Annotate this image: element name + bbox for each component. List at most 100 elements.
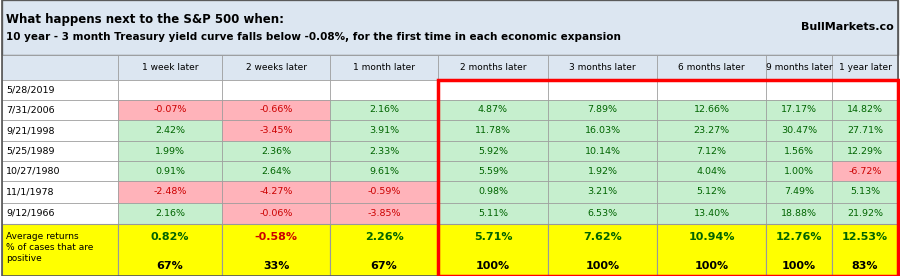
Bar	[766, 161, 832, 181]
Bar	[330, 203, 438, 224]
Bar	[548, 120, 657, 141]
Text: 4.04%: 4.04%	[697, 166, 726, 176]
Bar	[222, 203, 330, 224]
Bar	[832, 181, 898, 203]
Bar	[330, 181, 438, 203]
Bar	[2, 0, 898, 55]
Text: 11/1/1978: 11/1/1978	[6, 187, 55, 197]
Bar	[832, 224, 898, 276]
Bar	[438, 141, 548, 161]
Text: 100%: 100%	[782, 261, 816, 271]
Bar	[766, 120, 832, 141]
Text: 100%: 100%	[476, 261, 510, 271]
Bar	[330, 120, 438, 141]
Text: 3 months later: 3 months later	[569, 63, 635, 72]
Bar	[548, 203, 657, 224]
Text: 0.98%: 0.98%	[478, 187, 508, 197]
Text: 10.94%: 10.94%	[688, 232, 734, 242]
Bar	[766, 55, 832, 80]
Text: 9.61%: 9.61%	[369, 166, 399, 176]
Text: 33%: 33%	[263, 261, 289, 271]
Bar	[2, 100, 118, 120]
Bar	[438, 120, 548, 141]
Bar	[2, 141, 118, 161]
Bar	[438, 80, 548, 100]
Text: 12.53%: 12.53%	[842, 232, 888, 242]
Text: 100%: 100%	[695, 261, 729, 271]
Text: 9/12/1966: 9/12/1966	[6, 209, 55, 218]
Bar	[438, 181, 548, 203]
Bar	[548, 80, 657, 100]
Text: 0.91%: 0.91%	[155, 166, 185, 176]
Text: 10 year - 3 month Treasury yield curve falls below -0.08%, for the first time in: 10 year - 3 month Treasury yield curve f…	[6, 31, 621, 41]
Bar	[548, 161, 657, 181]
Text: Average returns: Average returns	[6, 232, 78, 241]
Bar	[2, 80, 118, 100]
Text: -2.48%: -2.48%	[153, 187, 186, 197]
Bar	[118, 80, 222, 100]
Bar	[766, 203, 832, 224]
Text: 2.33%: 2.33%	[369, 147, 399, 155]
Bar	[330, 141, 438, 161]
Text: 67%: 67%	[157, 261, 184, 271]
Bar	[657, 141, 766, 161]
Bar	[222, 161, 330, 181]
Bar	[548, 55, 657, 80]
Text: 5.13%: 5.13%	[850, 187, 880, 197]
Bar	[832, 80, 898, 100]
Bar	[2, 203, 118, 224]
Text: 3.91%: 3.91%	[369, 126, 399, 135]
Text: 7.89%: 7.89%	[588, 105, 617, 115]
Text: 30.47%: 30.47%	[781, 126, 817, 135]
Text: 6 months later: 6 months later	[679, 63, 745, 72]
Text: -0.07%: -0.07%	[153, 105, 186, 115]
Bar	[548, 224, 657, 276]
Text: 14.82%: 14.82%	[847, 105, 883, 115]
Bar	[657, 161, 766, 181]
Text: 5.11%: 5.11%	[478, 209, 508, 218]
Bar	[438, 161, 548, 181]
Bar	[118, 55, 222, 80]
Bar	[438, 80, 898, 276]
Text: 1.56%: 1.56%	[784, 147, 814, 155]
Bar	[2, 224, 118, 276]
Bar	[118, 100, 222, 120]
Bar	[766, 80, 832, 100]
Text: 10.14%: 10.14%	[584, 147, 620, 155]
Text: 9/21/1998: 9/21/1998	[6, 126, 55, 135]
Bar	[832, 141, 898, 161]
Bar	[548, 141, 657, 161]
Bar	[657, 203, 766, 224]
Bar	[330, 224, 438, 276]
Text: 9 months later: 9 months later	[766, 63, 832, 72]
Bar	[330, 55, 438, 80]
Text: 100%: 100%	[585, 261, 619, 271]
Text: 5.71%: 5.71%	[473, 232, 512, 242]
Text: 1.99%: 1.99%	[155, 147, 185, 155]
Text: -3.85%: -3.85%	[367, 209, 400, 218]
Bar	[2, 181, 118, 203]
Text: 5/25/1989: 5/25/1989	[6, 147, 55, 155]
Text: 1 month later: 1 month later	[353, 63, 415, 72]
Bar	[832, 55, 898, 80]
Text: -0.59%: -0.59%	[367, 187, 400, 197]
Text: 2 months later: 2 months later	[460, 63, 526, 72]
Bar	[222, 100, 330, 120]
Bar	[330, 161, 438, 181]
Bar	[2, 161, 118, 181]
Text: 2.36%: 2.36%	[261, 147, 291, 155]
Text: 2.16%: 2.16%	[155, 209, 185, 218]
Bar	[2, 55, 118, 80]
Text: 3.21%: 3.21%	[588, 187, 617, 197]
Text: 83%: 83%	[851, 261, 878, 271]
Bar	[330, 100, 438, 120]
Bar	[438, 55, 548, 80]
Text: 5.92%: 5.92%	[478, 147, 508, 155]
Text: 12.29%: 12.29%	[847, 147, 883, 155]
Text: 23.27%: 23.27%	[693, 126, 730, 135]
Text: 7.12%: 7.12%	[697, 147, 726, 155]
Bar	[438, 100, 548, 120]
Text: 2.42%: 2.42%	[155, 126, 185, 135]
Text: -4.27%: -4.27%	[259, 187, 292, 197]
Bar	[766, 141, 832, 161]
